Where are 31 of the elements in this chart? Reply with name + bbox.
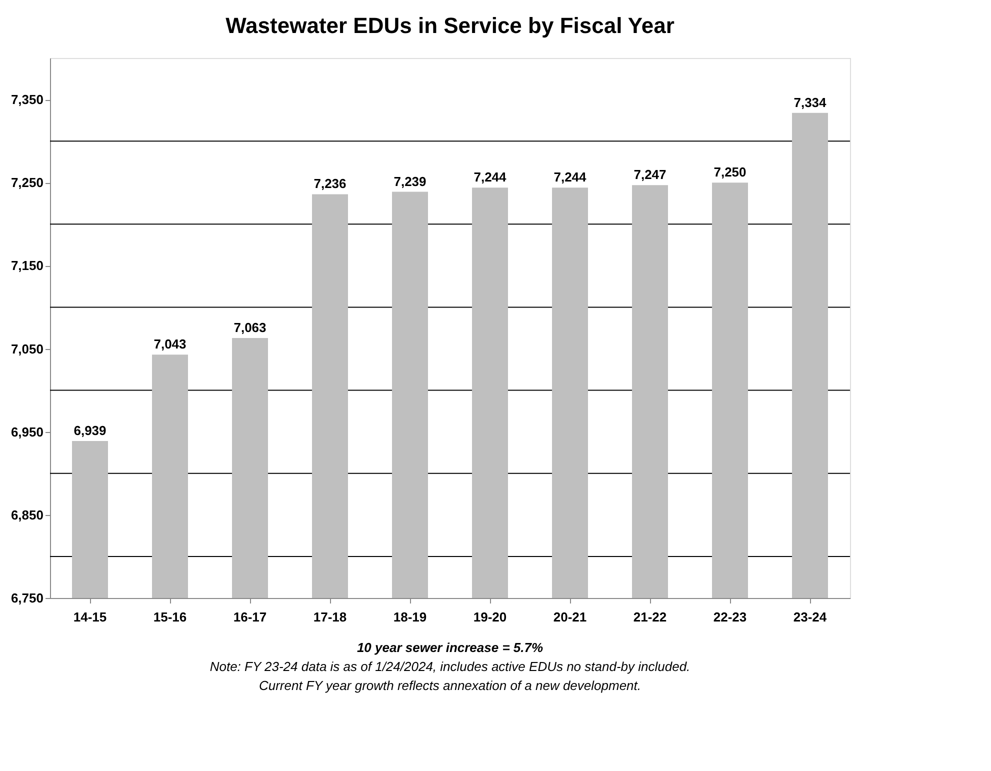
x-tick-label: 19-20: [473, 610, 507, 624]
y-tick-label: 7,150: [10, 258, 44, 274]
chart-title: Wastewater EDUs in Service by Fiscal Year: [226, 13, 675, 38]
x-tick-label: 21-22: [633, 610, 667, 624]
data-label: 6,939: [74, 422, 106, 438]
y-tick-label: 7,350: [10, 92, 44, 108]
data-label: 7,244: [554, 170, 588, 185]
text: 10 year sewer increase = 5.7%: [356, 640, 544, 655]
data-label: 7,043: [154, 336, 186, 352]
text: Current FY year growth reflects annexation of a new development.: [258, 678, 642, 693]
x-tick-label: 16-17: [233, 610, 267, 624]
data-label: 7,244: [474, 170, 508, 185]
data-label: 7,334: [794, 94, 828, 110]
x-tick-label: 17-18: [313, 610, 347, 624]
text: Note: FY 23-24 data is as of 1/24/2024, includes active EDUs no stand-by included.: [210, 659, 690, 674]
y-tick-label: 7,050: [10, 341, 44, 356]
x-tick-label: 22-23: [713, 610, 747, 624]
y-tick-label: 7,250: [10, 175, 44, 190]
data-label: 7,247: [634, 167, 666, 182]
x-tick-label: 14-15: [73, 610, 107, 624]
x-tick-label: 20-21: [553, 610, 587, 624]
data-label: 7,063: [234, 320, 266, 335]
y-tick-label: 6,950: [10, 424, 44, 440]
y-tick-label: 6,750: [10, 590, 44, 606]
y-tick-label: 6,850: [10, 507, 44, 522]
x-tick-label: 23-24: [793, 610, 828, 624]
data-label: 7,236: [314, 176, 346, 192]
x-tick-label: 18-19: [393, 610, 427, 624]
data-label: 7,250: [714, 164, 746, 180]
data-label: 7,239: [394, 174, 426, 189]
x-tick-label: 15-16: [153, 610, 187, 624]
